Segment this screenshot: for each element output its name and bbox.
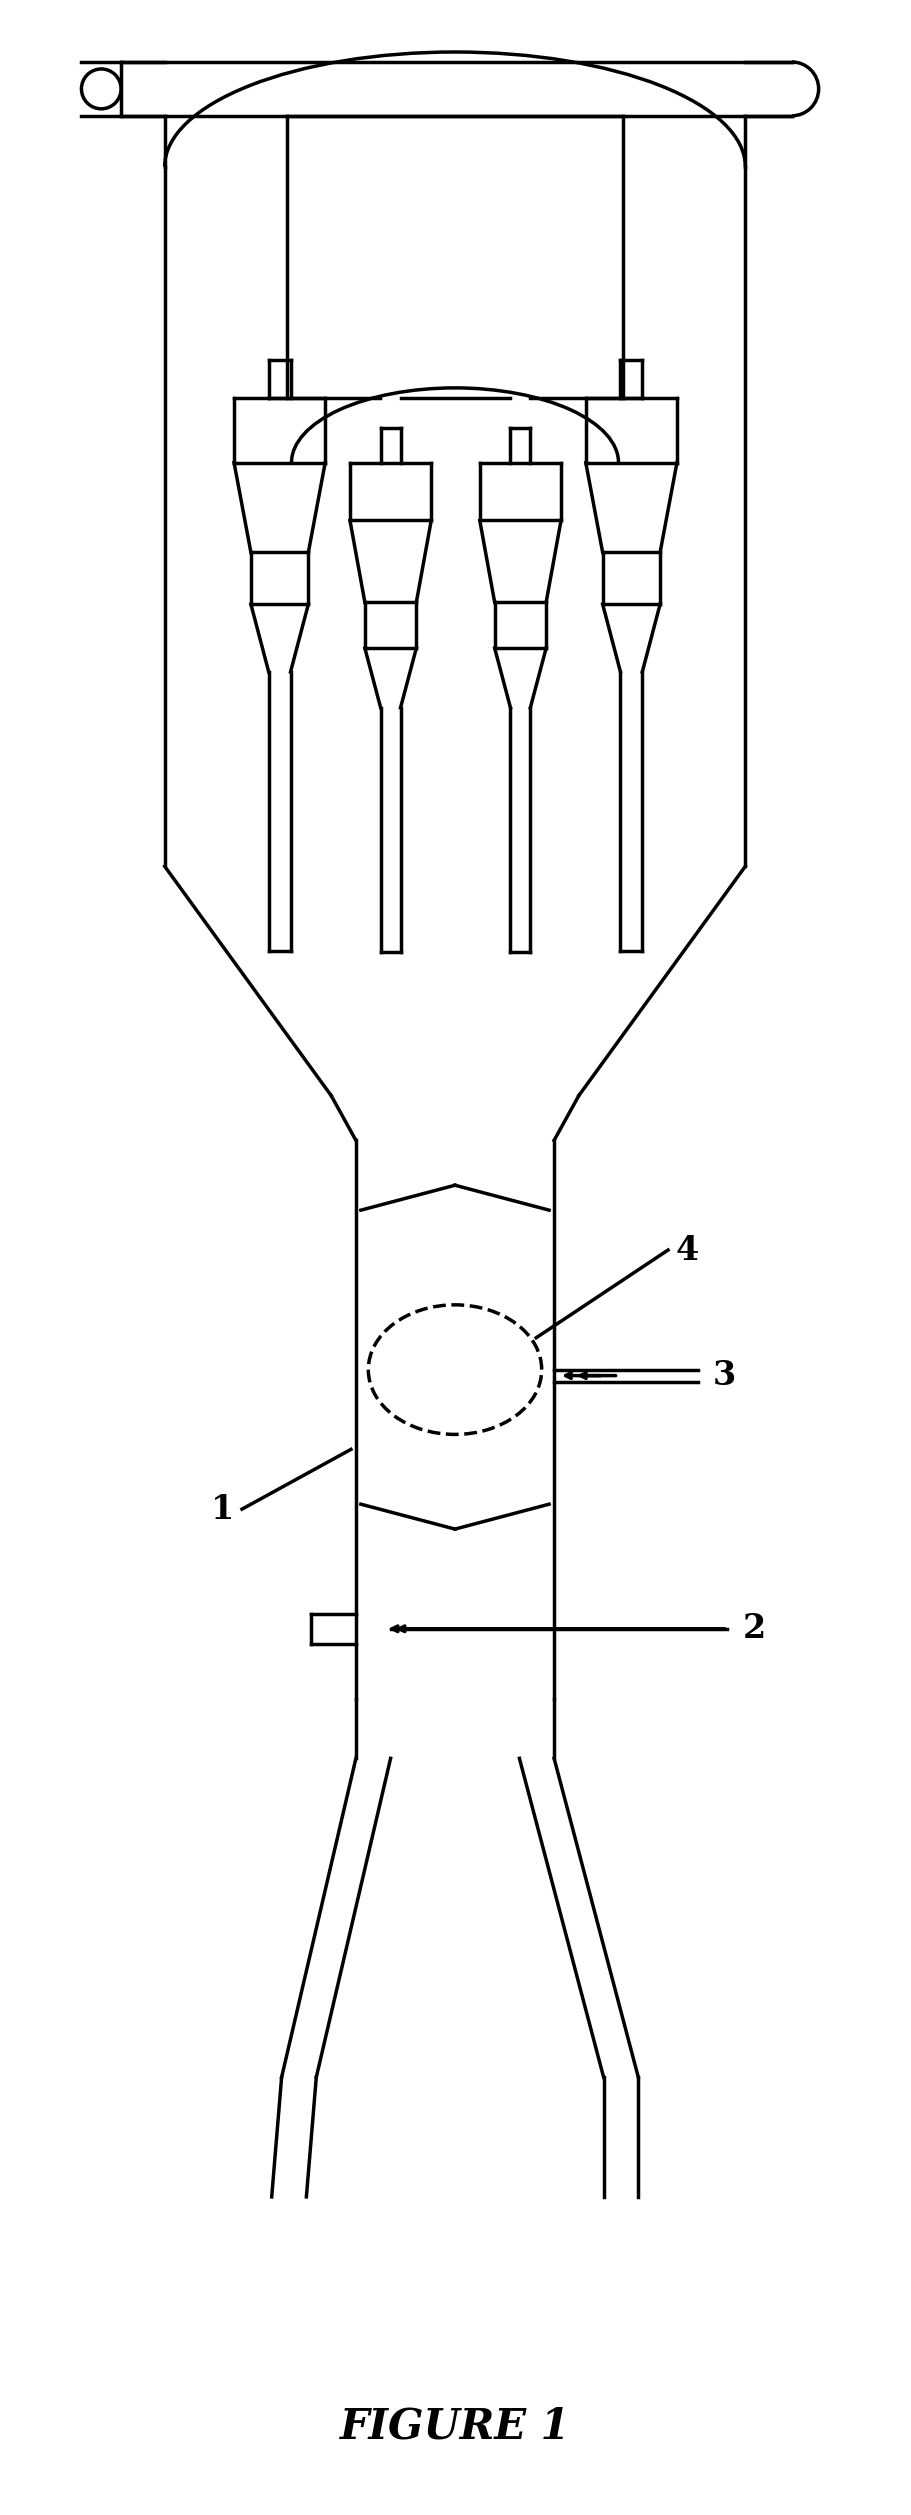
Text: FIGURE 1: FIGURE 1 [340,2404,570,2447]
Text: 4: 4 [676,1232,700,1268]
Text: 1: 1 [210,1494,234,1527]
Text: 3: 3 [712,1358,736,1393]
Text: 2: 2 [742,1612,765,1645]
